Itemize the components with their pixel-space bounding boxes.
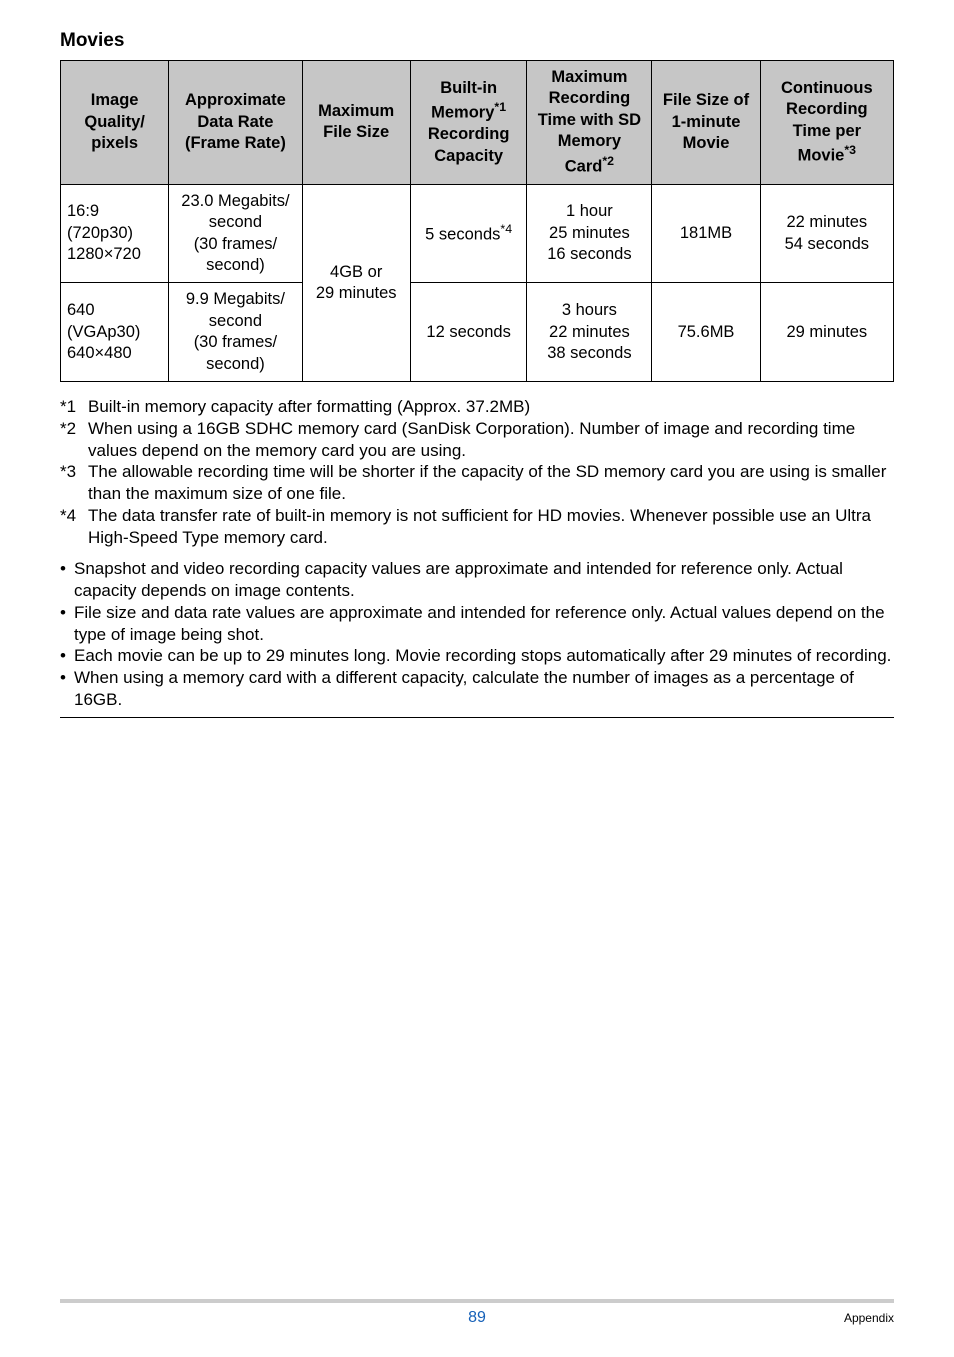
b1a: 5 seconds xyxy=(425,226,500,244)
bullet-mark: • xyxy=(60,645,74,667)
th-filesize: File Size of 1-minute Movie xyxy=(652,61,760,185)
q1a: 16:9 xyxy=(67,202,99,220)
r2d: second) xyxy=(206,355,265,373)
bullet-mark: • xyxy=(60,602,74,624)
th-maxfile: Maximum File Size xyxy=(302,61,410,185)
b1s: *4 xyxy=(500,222,512,236)
section-label: Appendix xyxy=(844,1311,894,1325)
th-builtin-b: Recording Capacity xyxy=(428,125,510,164)
cell-size-2: 75.6MB xyxy=(652,283,760,382)
fn-mark-2: *2 xyxy=(60,418,88,440)
bullet-2: File size and data rate values are appro… xyxy=(74,602,894,646)
s2c: 38 seconds xyxy=(547,344,631,362)
s1c: 16 seconds xyxy=(547,245,631,263)
cell-rate-1: 23.0 Megabits/ second (30 frames/ second… xyxy=(169,184,302,283)
s2a: 3 hours xyxy=(562,301,617,319)
page-number: 89 xyxy=(468,1309,486,1327)
r2c: (30 frames/ xyxy=(194,333,277,351)
bullet-4: When using a memory card with a differen… xyxy=(74,667,894,711)
bullet-mark: • xyxy=(60,667,74,689)
q2b: (VGAp30) xyxy=(67,323,140,341)
r1d: second) xyxy=(206,256,265,274)
fn-text-1: Built-in memory capacity after formattin… xyxy=(88,396,894,418)
bullet-1: Snapshot and video recording capacity va… xyxy=(74,558,894,602)
q2a: 640 xyxy=(67,301,95,319)
cell-sdtime-2: 3 hours 22 minutes 38 seconds xyxy=(527,283,652,382)
cell-cont-1: 22 minutes 54 seconds xyxy=(760,184,893,283)
q2c: 640×480 xyxy=(67,344,132,362)
fn-text-4: The data transfer rate of built-in memor… xyxy=(88,505,894,549)
th-continuous: Continuous Recording Time per Movie*3 xyxy=(760,61,893,185)
bullet-3: Each movie can be up to 29 minutes long.… xyxy=(74,645,894,667)
cell-builtin-1: 5 seconds*4 xyxy=(410,184,527,283)
th-maxrec-sup: *2 xyxy=(602,154,614,168)
cell-builtin-2: 12 seconds xyxy=(410,283,527,382)
th-cont-a: Continuous Recording Time per Movie xyxy=(781,79,873,165)
th-builtin: Built-in Memory*1 Recording Capacity xyxy=(410,61,527,185)
cell-maxfile-merged: 4GB or 29 minutes xyxy=(302,184,410,382)
c1a: 22 minutes xyxy=(786,213,867,231)
fn-text-3: The allowable recording time will be sho… xyxy=(88,461,894,505)
th-datarate: Approximate Data Rate (Frame Rate) xyxy=(169,61,302,185)
s1b: 25 minutes xyxy=(549,224,630,242)
r1c: (30 frames/ xyxy=(194,235,277,253)
th-cont-sup: *3 xyxy=(844,143,856,157)
movies-table: Image Quality/ pixels Approximate Data R… xyxy=(60,60,894,382)
footnotes: *1 Built-in memory capacity after format… xyxy=(60,396,894,548)
cell-cont-2: 29 minutes xyxy=(760,283,893,382)
th-maxrec: Maximum Recording Time with SD Memory Ca… xyxy=(527,61,652,185)
cell-size-1: 181MB xyxy=(652,184,760,283)
mfb: 29 minutes xyxy=(316,284,397,302)
cell-quality-1: 16:9 (720p30) 1280×720 xyxy=(61,184,169,283)
r2b: second xyxy=(209,312,262,330)
table-row: 640 (VGAp30) 640×480 9.9 Megabits/ secon… xyxy=(61,283,894,382)
th-builtin-sup: *1 xyxy=(494,100,506,114)
fn-text-2: When using a 16GB SDHC memory card (SanD… xyxy=(88,418,894,462)
th-quality: Image Quality/ pixels xyxy=(61,61,169,185)
th-maxrec-a: Maximum Recording Time with SD Memory Ca… xyxy=(538,68,641,175)
q1c: 1280×720 xyxy=(67,245,141,263)
s2b: 22 minutes xyxy=(549,323,630,341)
cell-rate-2: 9.9 Megabits/ second (30 frames/ second) xyxy=(169,283,302,382)
fn-mark-4: *4 xyxy=(60,505,88,527)
r2a: 9.9 Megabits/ xyxy=(186,290,285,308)
cell-sdtime-1: 1 hour 25 minutes 16 seconds xyxy=(527,184,652,283)
c1b: 54 seconds xyxy=(785,235,869,253)
section-title: Movies xyxy=(60,30,894,52)
page-footer: 89 Appendix xyxy=(0,1299,954,1327)
th-builtin-a: Built-in Memory xyxy=(431,79,497,122)
q1b: (720p30) xyxy=(67,224,133,242)
fn-mark-1: *1 xyxy=(60,396,88,418)
cell-quality-2: 640 (VGAp30) 640×480 xyxy=(61,283,169,382)
r1b: second xyxy=(209,213,262,231)
r1a: 23.0 Megabits/ xyxy=(181,192,289,210)
bullet-mark: • xyxy=(60,558,74,580)
bullet-list: • Snapshot and video recording capacity … xyxy=(60,558,894,717)
fn-mark-3: *3 xyxy=(60,461,88,483)
mfa: 4GB or xyxy=(330,263,382,281)
table-row: 16:9 (720p30) 1280×720 23.0 Megabits/ se… xyxy=(61,184,894,283)
s1a: 1 hour xyxy=(566,202,613,220)
